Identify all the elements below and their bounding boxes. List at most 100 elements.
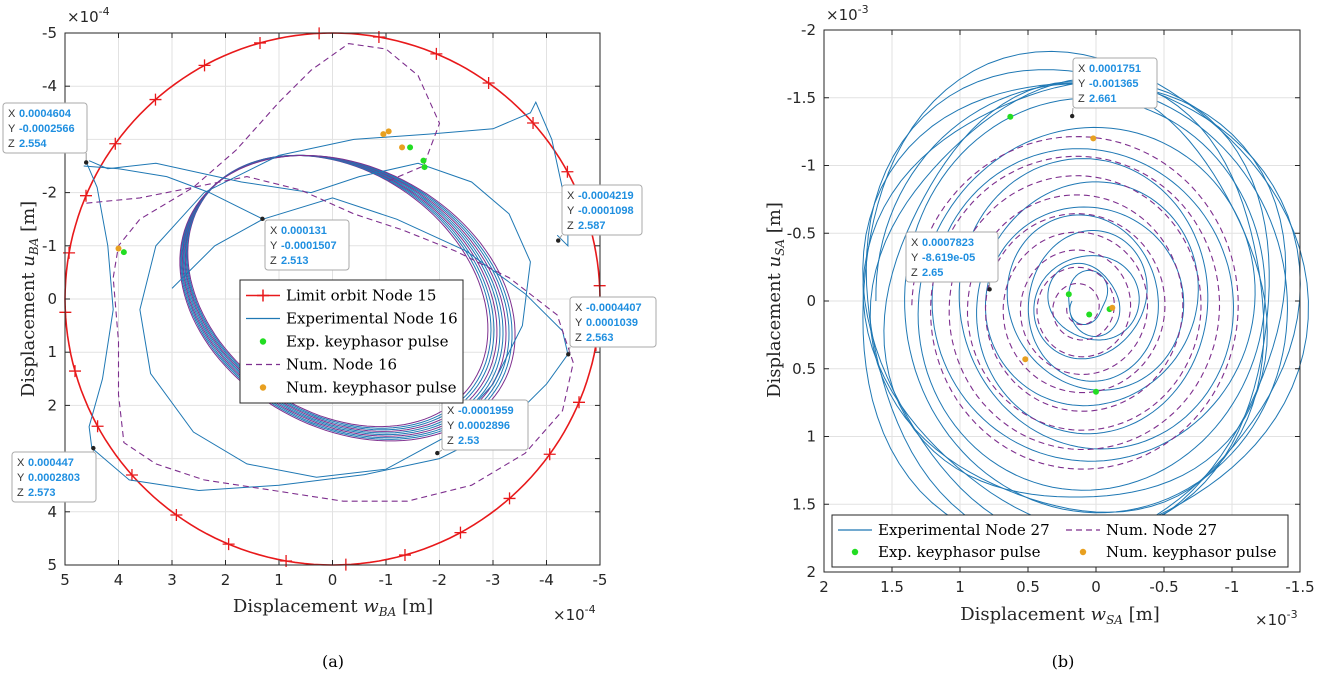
exp-outer-loop (869, 77, 1265, 513)
datatip-key: X (270, 225, 278, 237)
x-tick-label: 0.5 (1016, 578, 1040, 596)
x-tick-label: -2 (432, 571, 447, 589)
legend-dot (1079, 548, 1087, 556)
num-transient (86, 43, 574, 502)
y-tick-label: 2 (806, 563, 816, 581)
datatip-key: Z (8, 138, 15, 150)
y-tick-label: -1 (42, 237, 57, 255)
datatip-key: X (8, 108, 16, 120)
chart-b: 2 1.5 1 0.5 0 -0.5 -1 -1.5 -2 -1.5 -1 -0.5 0 0.5 1 1.5 2… (764, 3, 1315, 671)
datatip-key: Z (447, 435, 454, 447)
limit-orbit-marker (222, 538, 235, 551)
legend-symbol-orange-dot (1079, 548, 1087, 556)
limit-orbit-marker (254, 36, 267, 49)
datatip-key: X (1078, 63, 1086, 75)
x-tick-label: -1 (379, 571, 394, 589)
num-keyphasor-dot (115, 245, 122, 252)
datatip-value: 2.554 (19, 138, 47, 150)
x-tick-label: -1.5 (1285, 578, 1314, 596)
datatip-key: Z (567, 220, 574, 232)
datatip-marker (556, 238, 561, 243)
datatip-box (905, 231, 999, 283)
legend-dot (259, 384, 267, 391)
num-keyphasor-dot (380, 131, 387, 138)
limit-orbit-marker (69, 365, 82, 378)
exp-keyphasor-dot (407, 144, 414, 151)
datatip-value: 2.661 (1089, 93, 1117, 105)
datatip-value: -0.0002566 (19, 123, 75, 135)
datatip-value: 0.0007823 (922, 237, 974, 249)
axis-exponent: ×10-3 (1255, 608, 1298, 629)
limit-orbit-marker (198, 59, 211, 72)
datatip-key: Z (911, 267, 918, 279)
legend-box (831, 514, 1289, 568)
datatip-key: X (911, 237, 919, 249)
datatip-key: X (575, 302, 583, 314)
limit-orbit-marker (91, 420, 104, 433)
datatip-value: -8.619e-05 (922, 252, 975, 264)
datatip-value: 0.0001751 (1089, 63, 1141, 75)
limit-orbit-marker (79, 189, 92, 202)
x-tick-label: 1 (955, 578, 965, 596)
datatip-marker (566, 352, 571, 357)
y-tick-label: -0.5 (787, 224, 816, 242)
x-tick-label: 2 (819, 578, 829, 596)
caption-b: (b) (1052, 652, 1075, 671)
datatip-box (561, 184, 643, 236)
axis-exponent: ×10-4 (553, 603, 596, 624)
limit-orbit-marker (573, 396, 586, 409)
y-tick-label: 0.5 (792, 360, 816, 378)
x-tick-label: -0.5 (1149, 578, 1178, 596)
x-tick-label: 0 (1091, 578, 1101, 596)
datatip-value: 0.000447 (28, 457, 74, 469)
x-tick-label: -5 (593, 571, 608, 589)
legend-label: Num. Node 16 (286, 356, 397, 374)
chart-a: 543210-1-2-3-4-5-5-4-3-2-1012345X0.00046… (2, 5, 657, 671)
y-tick-label: 2 (47, 396, 57, 414)
limit-orbit-marker (561, 165, 574, 178)
datatip-value: 2.53 (458, 435, 479, 447)
datatip-key: Z (575, 332, 582, 344)
datatip-key: Y (447, 420, 455, 432)
datatip-marker (1069, 113, 1075, 119)
num-orbit-loop (179, 155, 516, 442)
x-tick-label: -4 (539, 571, 554, 589)
datatip-value: 2.65 (922, 267, 943, 279)
limit-orbit-marker (503, 492, 516, 505)
y-tick-label: 1 (47, 343, 57, 361)
y-tick-label: -1 (801, 157, 816, 175)
limit-orbit-marker (398, 549, 411, 562)
datatip-key: Y (17, 472, 25, 484)
legend-label: Num. keyphasor pulse (286, 379, 457, 397)
datatip-value: -0.0001507 (281, 240, 337, 252)
datatip-value: 0.000131 (281, 225, 327, 237)
exp-keyphasor-dot (1093, 388, 1099, 395)
datatip-marker (987, 287, 992, 292)
legend-symbol-green-dot (851, 548, 859, 556)
datatip-value: -0.0001098 (578, 205, 634, 217)
datatip-box (1072, 57, 1158, 109)
legend-label: Limit orbit Node 15 (286, 287, 436, 305)
datatip-key: Y (1078, 78, 1086, 90)
exp-keyphasor-dot (1065, 291, 1072, 298)
x-axis-label: Displacement wBA [m] (233, 596, 433, 619)
datatip-box (441, 399, 529, 451)
datatip-key: Z (17, 487, 24, 499)
y-tick-label: 4 (47, 503, 57, 521)
datatip-value: 2.513 (281, 255, 309, 267)
datatip-box (264, 219, 350, 271)
datatip-key: Z (270, 255, 277, 267)
axis-exponent: ×10-4 (67, 5, 110, 26)
limit-orbit-marker (482, 77, 495, 90)
legend-dot (259, 338, 267, 345)
datatip-value: 2.563 (586, 332, 614, 344)
y-tick-label: -2 (42, 184, 57, 202)
y-tick-label: 0 (806, 292, 816, 310)
legend-label: Num. keyphasor pulse (1106, 543, 1277, 561)
y-tick-label: -2 (801, 21, 816, 39)
num-keyphasor-dot (1090, 135, 1097, 142)
limit-orbit-marker (170, 508, 183, 521)
datatip-key: Y (911, 252, 919, 264)
num-keyphasor-dot (1022, 356, 1029, 363)
